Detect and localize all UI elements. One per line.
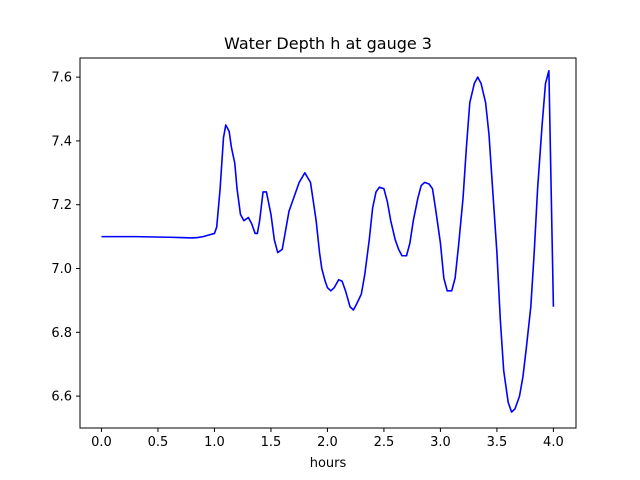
x-axis-label: hours: [310, 456, 347, 471]
y-tick-label: 7.0: [51, 262, 72, 277]
x-tick-label: 3.5: [487, 435, 508, 450]
x-tick-label: 2.0: [317, 435, 338, 450]
chart-title: Water Depth h at gauge 3: [224, 34, 432, 53]
x-tick-label: 1.0: [204, 435, 225, 450]
plot-frame: [79, 57, 577, 429]
y-tick-label: 6.8: [51, 326, 72, 341]
y-tick-label: 6.6: [51, 390, 72, 405]
plot-area: [101, 69, 555, 413]
x-tick-label: 0.5: [148, 435, 169, 450]
x-tick-label: 4.0: [543, 435, 564, 450]
x-axis: 0.0 0.5 1.0 1.5 2.0 2.5 3.0 3.5 4.0: [91, 428, 564, 450]
x-tick-label: 3.0: [430, 435, 451, 450]
y-tick-label: 7.2: [51, 198, 72, 213]
y-axis: 6.6 6.8 7.0 7.2 7.4 7.6: [51, 71, 80, 405]
y-tick-label: 7.6: [51, 71, 72, 86]
y-tick-label: 7.4: [51, 134, 72, 149]
series-line-0: [101, 69, 555, 413]
x-tick-label: 2.5: [374, 435, 395, 450]
x-tick-label: 0.0: [91, 435, 112, 450]
x-tick-label: 1.5: [261, 435, 282, 450]
